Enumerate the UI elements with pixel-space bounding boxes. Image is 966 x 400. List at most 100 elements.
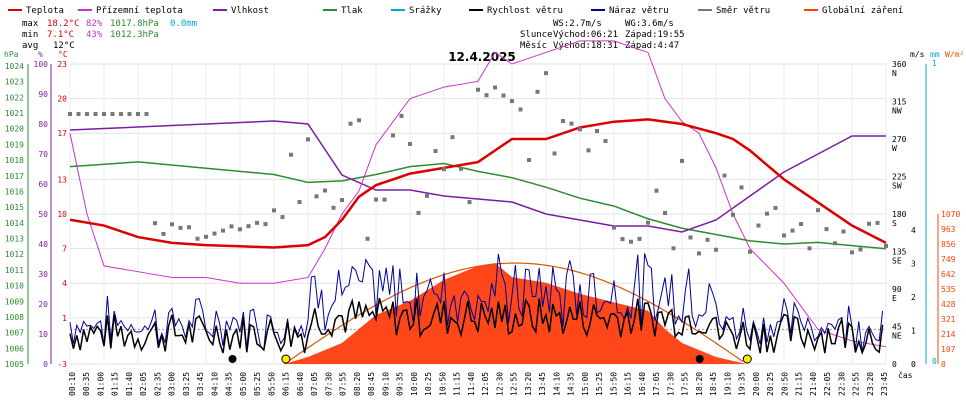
x-tick-label: 01:00 <box>96 372 105 396</box>
wind-direction-point <box>824 227 829 232</box>
wind-direction-point <box>688 235 693 240</box>
wind-direction-point <box>153 221 157 226</box>
x-tick-label: 19:35 <box>738 372 747 396</box>
axis-unit-wm2: W/m² <box>945 50 964 59</box>
wind-direction-point <box>620 237 625 242</box>
wind-direction-point <box>365 236 370 241</box>
wind-gust-info: WG:3.6m/s <box>625 19 674 29</box>
wind-direction-point <box>782 233 786 238</box>
tick-pct: 60 <box>38 180 48 189</box>
x-tick-label: 14:10 <box>552 372 561 396</box>
series-wind-speed <box>69 297 884 355</box>
wind-direction-point <box>527 158 531 163</box>
tick-mm: 1 <box>932 59 937 68</box>
x-tick-label: 18:45 <box>709 372 718 396</box>
wind-direction-point <box>272 208 276 213</box>
axis-unit-c: °C <box>58 50 68 59</box>
tick-hpa: 1013 <box>5 235 24 244</box>
series-pressure <box>69 161 887 250</box>
stat-min-press: 1012.3hPa <box>110 30 159 40</box>
tick-pct: 50 <box>38 210 48 219</box>
wind-direction-point <box>714 247 718 252</box>
x-tick-label: 21:40 <box>809 372 818 396</box>
wind-direction-point <box>416 210 421 215</box>
tick-dir-card: E <box>892 294 897 303</box>
axis-unit-ms: m/s <box>910 50 925 59</box>
legend-label: Náraz větru <box>609 6 669 16</box>
axis-unit-hpa: hPa <box>4 50 19 59</box>
wind-direction-point <box>357 118 361 123</box>
wind-direction-point <box>739 185 744 190</box>
tick-temp: 10 <box>57 210 67 219</box>
tick-dir-deg: 180 <box>892 210 907 219</box>
wind-direction-point <box>646 220 650 225</box>
tick-hpa: 1019 <box>5 140 24 149</box>
x-tick-label: 01:15 <box>111 372 120 396</box>
tick-wm2: 214 <box>941 330 956 339</box>
tick-dir-card: SW <box>892 182 902 191</box>
tick-ms: 4 <box>911 226 916 235</box>
wind-direction-point <box>119 112 123 116</box>
wind-direction-point <box>85 112 89 116</box>
tick-temp: 23 <box>57 60 67 69</box>
tick-dir-card: N <box>892 69 897 78</box>
wind-direction-point <box>467 200 472 205</box>
moonrise-icon <box>695 355 704 363</box>
wind-direction-point <box>603 139 608 144</box>
wind-direction-point <box>187 225 191 230</box>
tick-hpa: 1018 <box>5 156 24 165</box>
legend-label: Směr větru <box>716 6 770 16</box>
wind-direction-point <box>255 220 259 225</box>
x-tick-label: 09:35 <box>396 372 405 396</box>
x-tick-label: 22:05 <box>823 372 832 396</box>
chart-title: 12.4.2025 <box>448 50 516 64</box>
tick-pct: 20 <box>38 300 48 309</box>
x-tick-label: 15:50 <box>609 372 618 396</box>
wind-direction-point <box>816 208 820 213</box>
wind-direction-point <box>229 224 234 229</box>
axis-unit-pct: % <box>38 50 43 59</box>
tick-wm2: 321 <box>941 315 956 324</box>
x-tick-label: 03:00 <box>168 372 177 396</box>
sun-label: Slunce <box>520 30 553 40</box>
wind-direction-point <box>246 224 251 229</box>
tick-pct: 70 <box>38 150 48 159</box>
wind-direction-point <box>93 112 98 116</box>
wind-direction-point <box>799 222 803 227</box>
x-tick-label: 07:30 <box>324 372 333 396</box>
x-tick-label: 06:15 <box>282 372 291 396</box>
axis-unit-time: čas <box>898 370 913 380</box>
tick-temp: -3 <box>57 360 67 369</box>
x-tick-label: 14:35 <box>567 372 576 396</box>
wind-direction-point <box>484 93 489 98</box>
stat-avg-temp: 12°C <box>53 41 75 51</box>
wind-direction-point <box>306 137 310 142</box>
x-tick-label: 04:10 <box>210 372 219 396</box>
series-humidity <box>69 120 886 233</box>
axis-unit-mm: mm <box>930 50 940 59</box>
x-tick-label: 04:35 <box>225 372 234 396</box>
wind-direction-point <box>263 222 268 227</box>
legend: Teplota Přízemní teplota Vlhkost Tlak Srážky… <box>8 6 903 16</box>
tick-wm2: 963 <box>941 225 956 234</box>
wind-direction-point <box>102 112 106 116</box>
series-wind-gust <box>69 253 884 353</box>
tick-pct: 30 <box>38 270 48 279</box>
wind-direction-point <box>790 228 795 233</box>
legend-label: Teplota <box>26 6 64 16</box>
x-tick-label: 22:30 <box>837 372 846 396</box>
wind-direction-point <box>331 205 336 210</box>
tick-wm2: 749 <box>941 255 956 264</box>
x-tick-label: 11:15 <box>453 372 462 396</box>
x-tick-label: 15:00 <box>581 372 590 396</box>
wind-direction-point <box>442 167 446 172</box>
x-tick-label: 20:25 <box>766 372 775 396</box>
x-tick-label: 20:00 <box>752 372 761 396</box>
x-axis-ticks: 00:10 00:35 01:00 01:15 01:40 02:05 02:35 03:00… <box>68 372 889 396</box>
wind-direction-point <box>340 198 344 203</box>
wind-direction-point <box>629 239 633 244</box>
tick-mm: 0 <box>932 357 937 366</box>
wind-direction-point <box>858 247 863 252</box>
tick-dir-deg: 315 <box>892 98 907 107</box>
wind-direction-point <box>425 193 429 198</box>
